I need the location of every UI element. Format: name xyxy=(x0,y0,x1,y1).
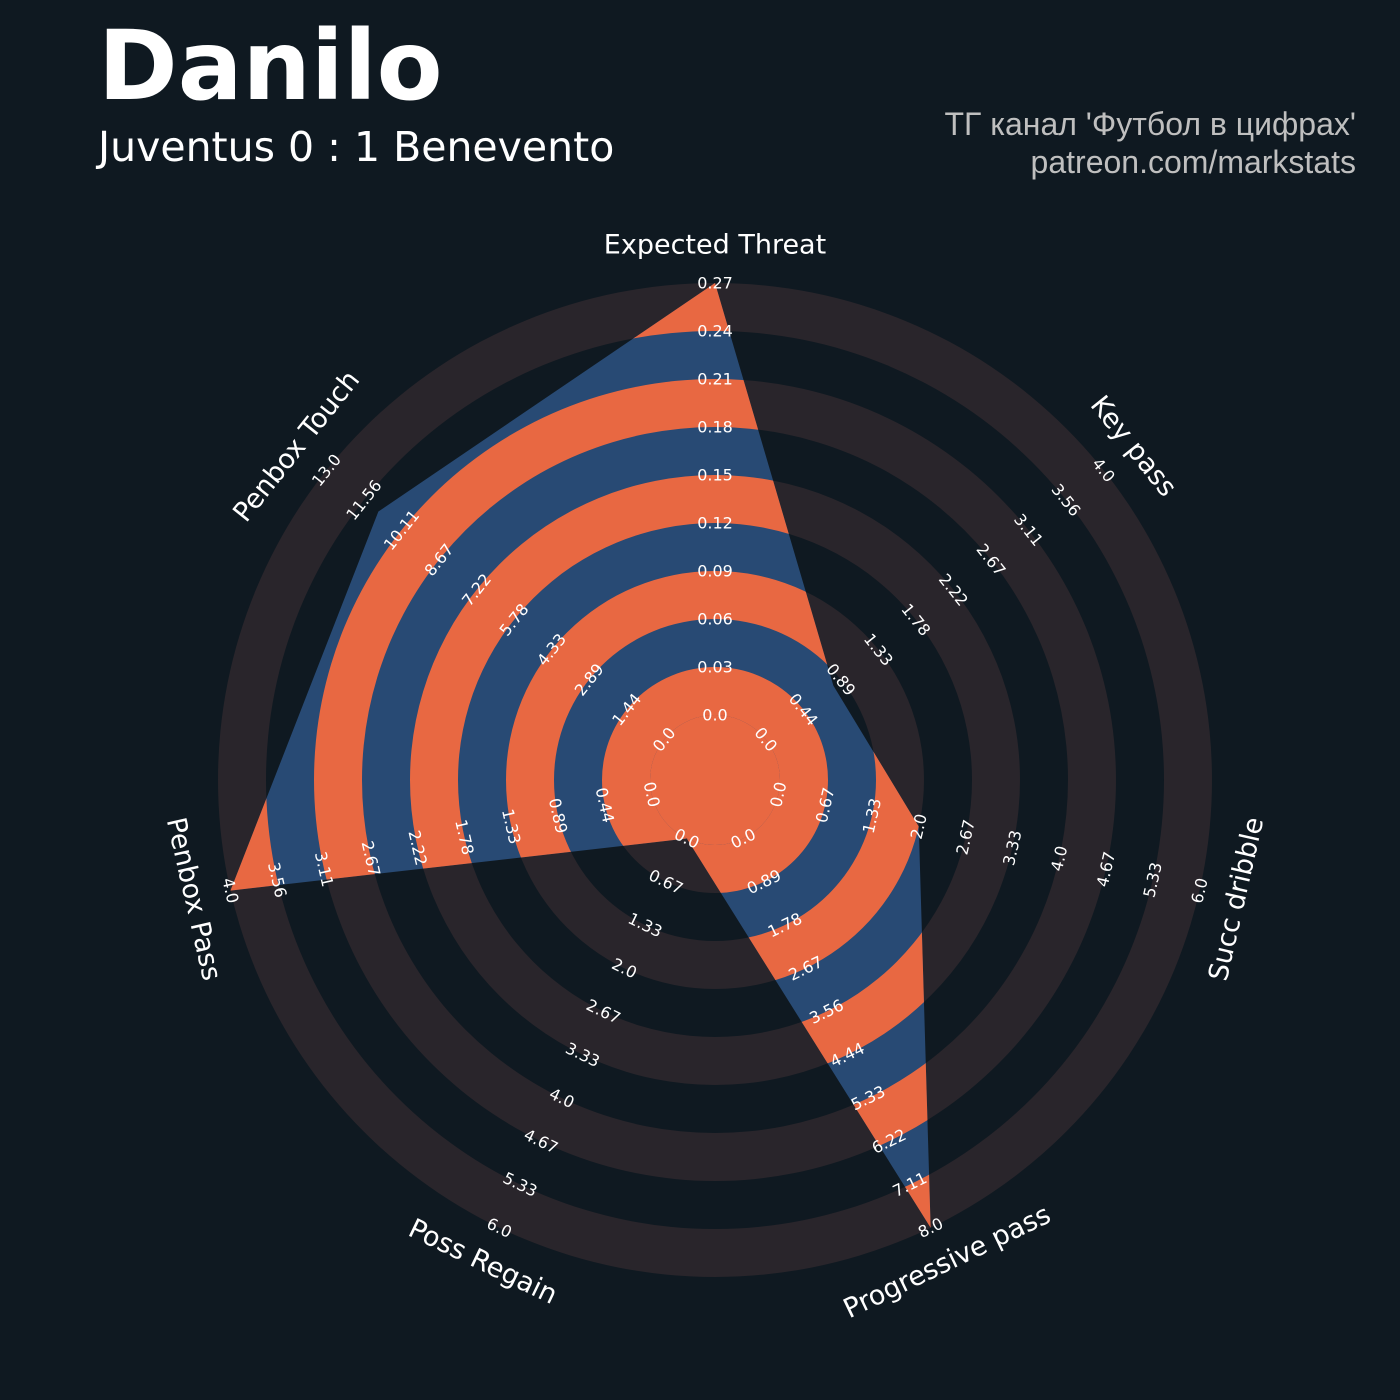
axis-label: Succ dribble xyxy=(1203,814,1270,983)
patreon-credit: patreon.com/markstats xyxy=(1030,144,1356,180)
telegram-credit: ТГ канал 'Футбол в цифрах' xyxy=(944,106,1357,142)
tick-label: 0.03 xyxy=(697,658,733,677)
polygon-band xyxy=(602,667,828,893)
center-disc xyxy=(650,715,780,845)
axis-label: Expected Threat xyxy=(604,230,826,261)
axis-label: Penbox Pass xyxy=(160,815,227,984)
tick-label: 0.06 xyxy=(697,610,733,629)
tick-label: 0.12 xyxy=(697,514,733,533)
tick-label: 0.15 xyxy=(697,466,733,485)
tick-label: 0.21 xyxy=(697,370,733,389)
tick-label: 0.0 xyxy=(702,706,727,725)
player-name: Danilo xyxy=(98,10,443,122)
match-score: Juventus 0 : 1 Benevento xyxy=(98,123,615,171)
tick-label: 0.09 xyxy=(697,562,733,581)
tick-label: 0.24 xyxy=(697,322,733,341)
tick-label: 0.18 xyxy=(697,418,733,437)
tick-label: 0.27 xyxy=(697,274,733,293)
